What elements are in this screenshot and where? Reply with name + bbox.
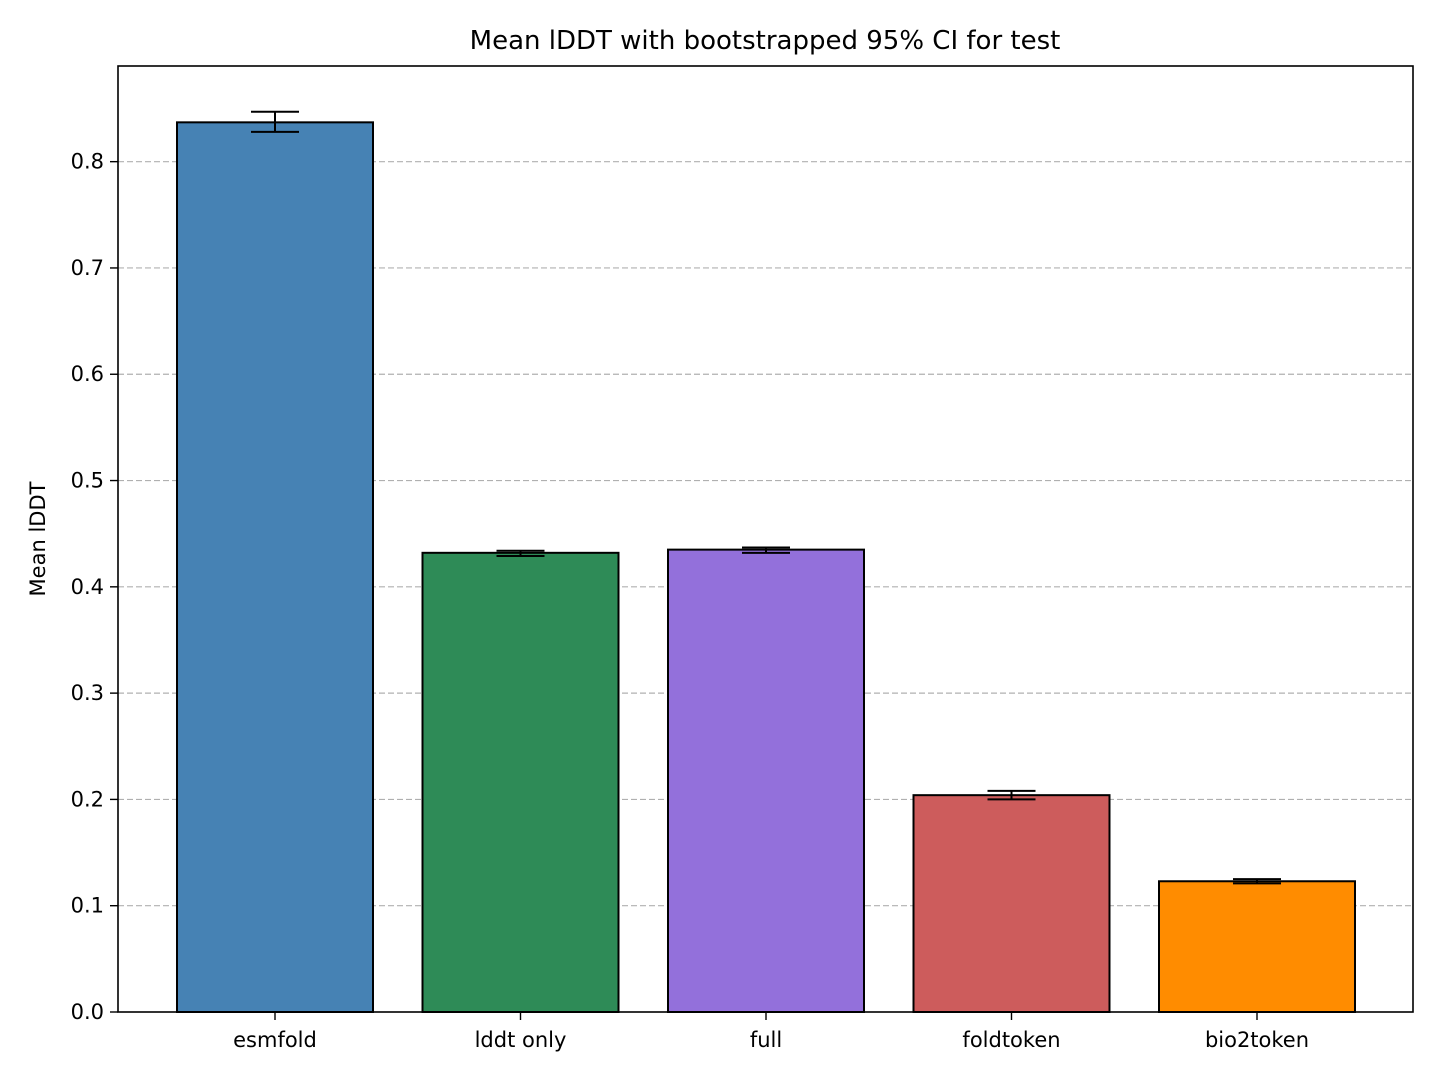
- bar-foldtoken: [912, 794, 1111, 1014]
- y-tick-label: 0.4: [71, 575, 104, 599]
- chart-title: Mean lDDT with bootstrapped 95% CI for t…: [470, 26, 1061, 56]
- x-tick-label: foldtoken: [962, 1028, 1060, 1052]
- bar-esmfold: [176, 121, 374, 1013]
- y-axis-label: Mean lDDT: [26, 481, 50, 596]
- x-tick-label: bio2token: [1205, 1028, 1309, 1052]
- y-tick-label: 0.7: [71, 256, 104, 280]
- y-tick-label: 0.5: [71, 469, 104, 493]
- error-bars: [251, 110, 1281, 885]
- x-tick-label: esmfold: [233, 1028, 317, 1052]
- bar-bio2token: [1158, 880, 1356, 1013]
- x-tick-label: lddt only: [475, 1028, 567, 1052]
- y-tick-label: 0.8: [71, 150, 104, 174]
- y-tick-label: 0.2: [71, 787, 104, 811]
- y-axis: 0.0 0.1 0.2 0.3 0.4 0.5 0.6 0.7 0.8: [71, 150, 118, 1024]
- x-tick-label: full: [750, 1028, 782, 1052]
- y-tick-label: 0.6: [71, 362, 104, 386]
- x-axis: esmfold lddt only full foldtoken bio2token: [233, 1012, 1309, 1052]
- bars: [176, 121, 1356, 1014]
- y-tick-label: 0.0: [71, 1000, 104, 1024]
- bar-full: [667, 548, 865, 1013]
- y-tick-label: 0.3: [71, 681, 104, 705]
- bar-lddt-only: [421, 551, 620, 1014]
- y-tick-label: 0.1: [71, 894, 104, 918]
